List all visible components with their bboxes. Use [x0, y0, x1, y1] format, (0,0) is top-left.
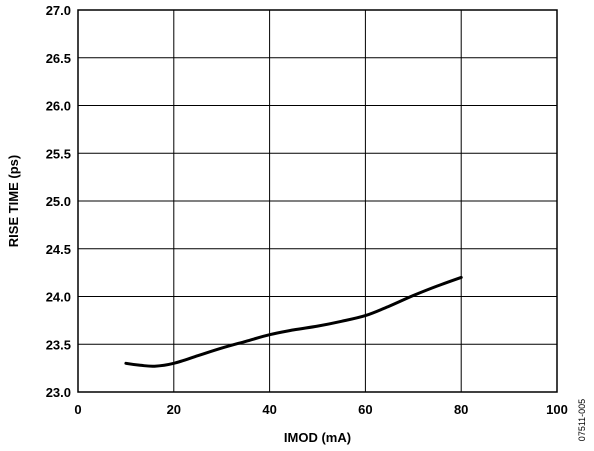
figure-id: 07511-005: [577, 399, 587, 441]
grid-lines: [77, 9, 558, 393]
y-tick-label: 24.0: [46, 290, 71, 305]
x-tick-label: 100: [546, 402, 568, 417]
x-tick-label: 40: [262, 402, 276, 417]
y-tick-label: 25.0: [46, 194, 71, 209]
series-line: [124, 275, 463, 368]
y-tick-label: 23.5: [46, 337, 71, 352]
plot-frame: [77, 9, 558, 393]
y-tick-label: 25.5: [46, 146, 71, 161]
x-tick-labels: 0 20 40 60 80 100: [74, 402, 567, 417]
y-tick-label: 27.0: [46, 3, 71, 18]
y-tick-label: 23.0: [46, 385, 71, 400]
y-tick-labels: 23.0 23.5 24.0 24.5 25.0 25.5 26.0 26.5 27.0: [46, 3, 71, 400]
x-tick-label: 60: [358, 402, 372, 417]
y-tick-label: 26.5: [46, 51, 71, 66]
y-tick-label: 24.5: [46, 242, 71, 257]
y-axis-label: RISE TIME (ps): [6, 155, 21, 247]
x-tick-label: 80: [454, 402, 468, 417]
x-tick-label: 20: [167, 402, 181, 417]
x-tick-label: 0: [74, 402, 81, 417]
x-axis-label: IMOD (mA): [284, 430, 351, 445]
y-tick-label: 26.0: [46, 99, 71, 114]
